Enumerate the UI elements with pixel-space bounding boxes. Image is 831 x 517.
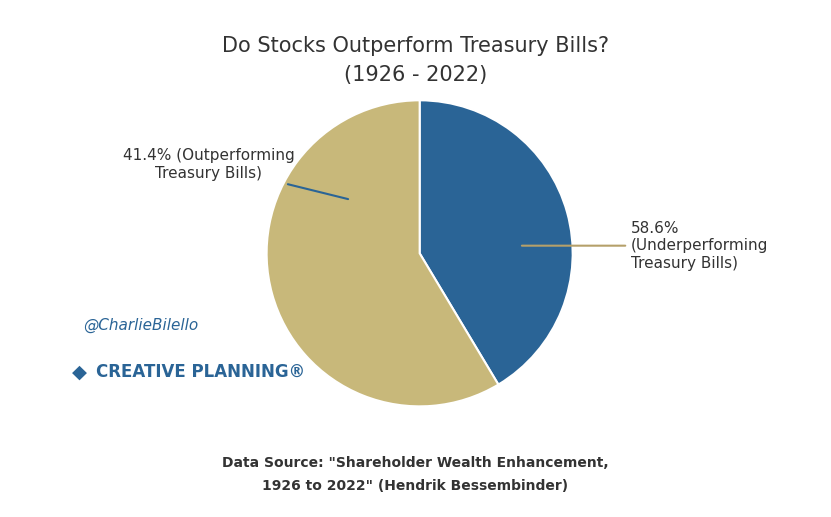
Wedge shape (267, 100, 499, 406)
Text: (1926 - 2022): (1926 - 2022) (344, 65, 487, 85)
Text: 41.4% (Outperforming
Treasury Bills): 41.4% (Outperforming Treasury Bills) (123, 148, 348, 199)
Text: CREATIVE PLANNING®: CREATIVE PLANNING® (96, 363, 305, 381)
Text: @CharlieBilello: @CharlieBilello (83, 318, 199, 333)
Text: Do Stocks Outperform Treasury Bills?: Do Stocks Outperform Treasury Bills? (222, 36, 609, 56)
Text: ◆: ◆ (71, 363, 86, 382)
Text: 58.6%
(Underperforming
Treasury Bills): 58.6% (Underperforming Treasury Bills) (522, 221, 768, 270)
Text: 1926 to 2022" (Hendrik Bessembinder): 1926 to 2022" (Hendrik Bessembinder) (263, 479, 568, 493)
Wedge shape (420, 100, 573, 385)
Text: Data Source: "Shareholder Wealth Enhancement,: Data Source: "Shareholder Wealth Enhance… (222, 455, 609, 470)
